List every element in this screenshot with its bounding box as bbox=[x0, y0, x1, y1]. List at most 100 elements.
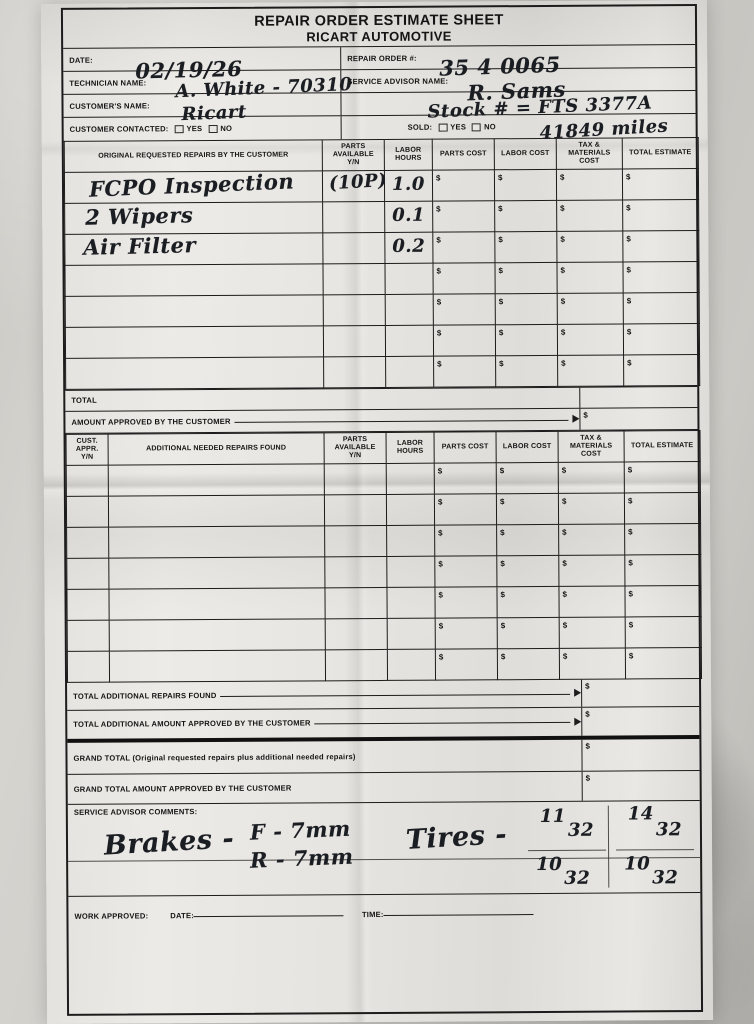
service-advisor-field[interactable]: SERVICE ADVISOR NAME: R. Sams bbox=[341, 68, 695, 105]
sold-field[interactable]: SOLD: YES NO 41849 miles bbox=[342, 114, 696, 143]
footer-time-input[interactable] bbox=[383, 913, 534, 916]
service-advisor-comments[interactable]: SERVICE ADVISOR COMMENTS: Brakes - F - 7… bbox=[67, 800, 701, 897]
cell-parts-available[interactable] bbox=[322, 232, 385, 264]
total-additional-repairs-cell[interactable]: $ bbox=[581, 678, 700, 707]
cell-labor-cost[interactable]: $ bbox=[495, 355, 558, 387]
cell-labor-hours[interactable] bbox=[386, 586, 436, 619]
technician-field[interactable]: TECHNICIAN NAME: A. White - 70310 bbox=[63, 70, 353, 102]
cell-labor-hours[interactable] bbox=[386, 493, 435, 526]
cell-repair-description[interactable]: FCPO Inspection bbox=[64, 168, 323, 204]
grand-total-approved-cell[interactable]: $ bbox=[581, 770, 700, 801]
cell-repair-description[interactable] bbox=[65, 325, 324, 359]
cell-labor-hours[interactable]: 1.0 bbox=[384, 169, 433, 202]
cell-tax-materials[interactable]: $ bbox=[558, 585, 626, 618]
sold-yes-checkbox[interactable] bbox=[438, 123, 448, 132]
cell-additional-repair[interactable] bbox=[108, 556, 325, 589]
cell-parts-available[interactable] bbox=[323, 325, 386, 357]
cell-total-estimate[interactable]: $ bbox=[622, 261, 700, 293]
cell-tax-materials[interactable]: $ bbox=[556, 230, 623, 263]
cell-repair-description[interactable]: 2 Wipers bbox=[64, 201, 323, 235]
cell-total-estimate[interactable]: $ bbox=[624, 461, 701, 493]
customer-name-field[interactable]: CUSTOMER'S NAME: Ricart bbox=[63, 93, 342, 125]
cell-additional-repair[interactable] bbox=[109, 649, 326, 682]
cell-labor-cost[interactable]: $ bbox=[496, 493, 559, 525]
cell-additional-repair[interactable] bbox=[108, 494, 325, 527]
cell-labor-cost[interactable]: $ bbox=[497, 617, 560, 649]
cell-labor-hours[interactable] bbox=[385, 355, 434, 388]
cell-labor-hours[interactable] bbox=[387, 617, 436, 650]
cell-repair-description[interactable]: Air Filter bbox=[64, 232, 323, 266]
cell-labor-hours[interactable]: 0.1 bbox=[384, 200, 433, 233]
cell-labor-cost[interactable]: $ bbox=[497, 648, 560, 680]
cell-parts-cost[interactable]: $ bbox=[432, 169, 495, 201]
cell-total-estimate[interactable]: $ bbox=[623, 292, 700, 324]
cell-labor-cost[interactable]: $ bbox=[494, 231, 557, 263]
cell-parts-cost[interactable]: $ bbox=[434, 524, 497, 556]
cell-total-estimate[interactable]: $ bbox=[623, 354, 700, 386]
cell-additional-repair[interactable] bbox=[108, 587, 326, 620]
cell-labor-hours[interactable] bbox=[387, 648, 436, 681]
footer-date-input[interactable] bbox=[193, 914, 344, 917]
cell-labor-cost[interactable]: $ bbox=[496, 462, 559, 494]
cell-parts-available[interactable] bbox=[324, 525, 387, 557]
grand-total-cell[interactable]: $ bbox=[581, 738, 700, 771]
cell-tax-materials[interactable]: $ bbox=[558, 492, 625, 525]
cell-additional-repair[interactable] bbox=[108, 525, 325, 558]
cell-parts-available[interactable] bbox=[325, 649, 388, 681]
amount-approved-cell[interactable]: $ bbox=[579, 407, 698, 430]
cell-additional-repair[interactable] bbox=[108, 463, 325, 496]
cell-parts-cost[interactable]: $ bbox=[432, 262, 496, 294]
cell-labor-cost[interactable]: $ bbox=[496, 586, 560, 618]
customer-contacted-no-checkbox[interactable] bbox=[208, 124, 218, 133]
cell-tax-materials[interactable]: $ bbox=[557, 354, 624, 387]
cell-parts-available[interactable]: (10P) bbox=[322, 170, 388, 202]
cell-repair-description[interactable] bbox=[65, 356, 324, 390]
cell-labor-hours[interactable] bbox=[384, 262, 434, 295]
total-additional-approved-cell[interactable]: $ bbox=[581, 706, 700, 736]
cell-total-estimate[interactable]: $ bbox=[622, 199, 699, 231]
cell-repair-description[interactable] bbox=[65, 294, 324, 328]
cell-labor-hours[interactable] bbox=[386, 555, 435, 588]
cell-labor-cost[interactable]: $ bbox=[494, 169, 557, 201]
cell-parts-available[interactable] bbox=[323, 294, 386, 326]
cell-parts-available[interactable] bbox=[322, 201, 385, 233]
cell-cust-appr[interactable] bbox=[67, 650, 110, 683]
cell-labor-cost[interactable]: $ bbox=[495, 324, 558, 356]
cell-labor-cost[interactable]: $ bbox=[496, 555, 559, 587]
cell-total-estimate[interactable]: $ bbox=[624, 554, 701, 586]
cell-tax-materials[interactable]: $ bbox=[557, 292, 624, 325]
cell-total-estimate[interactable]: $ bbox=[624, 585, 702, 617]
cell-labor-hours[interactable] bbox=[386, 462, 435, 495]
cell-tax-materials[interactable]: $ bbox=[557, 323, 624, 356]
cell-tax-materials[interactable]: $ bbox=[559, 647, 626, 680]
cell-total-estimate[interactable]: $ bbox=[622, 230, 699, 262]
cell-total-estimate[interactable]: $ bbox=[624, 523, 701, 555]
cell-total-estimate[interactable]: $ bbox=[623, 323, 700, 355]
cell-labor-hours[interactable] bbox=[385, 293, 434, 326]
cell-parts-available[interactable] bbox=[323, 356, 386, 388]
cell-parts-available[interactable] bbox=[324, 556, 387, 588]
cell-parts-cost[interactable]: $ bbox=[432, 231, 495, 263]
cell-total-estimate[interactable]: $ bbox=[625, 647, 702, 679]
cell-tax-materials[interactable]: $ bbox=[556, 199, 623, 232]
cell-additional-repair[interactable] bbox=[109, 618, 326, 651]
cell-labor-cost[interactable]: $ bbox=[495, 293, 558, 325]
cell-tax-materials[interactable]: $ bbox=[558, 461, 625, 494]
cell-total-estimate[interactable]: $ bbox=[624, 492, 701, 524]
cell-labor-hours[interactable] bbox=[385, 324, 434, 357]
cell-parts-cost[interactable]: $ bbox=[432, 200, 495, 232]
cell-tax-materials[interactable]: $ bbox=[556, 168, 623, 201]
cell-parts-available[interactable] bbox=[324, 494, 387, 526]
cell-cust-appr[interactable] bbox=[66, 557, 109, 590]
cell-parts-cost[interactable]: $ bbox=[433, 293, 496, 325]
cell-labor-hours[interactable]: 0.2 bbox=[384, 231, 433, 264]
sold-no-checkbox[interactable] bbox=[472, 122, 482, 131]
cell-parts-cost[interactable]: $ bbox=[433, 355, 496, 387]
cell-parts-cost[interactable]: $ bbox=[434, 555, 497, 587]
cell-labor-cost[interactable]: $ bbox=[496, 524, 559, 556]
total-amount-cell[interactable] bbox=[579, 386, 698, 408]
cell-parts-cost[interactable]: $ bbox=[433, 324, 496, 356]
cell-labor-cost[interactable]: $ bbox=[494, 200, 557, 232]
cell-labor-hours[interactable] bbox=[386, 524, 435, 557]
cell-labor-cost[interactable]: $ bbox=[494, 262, 558, 294]
